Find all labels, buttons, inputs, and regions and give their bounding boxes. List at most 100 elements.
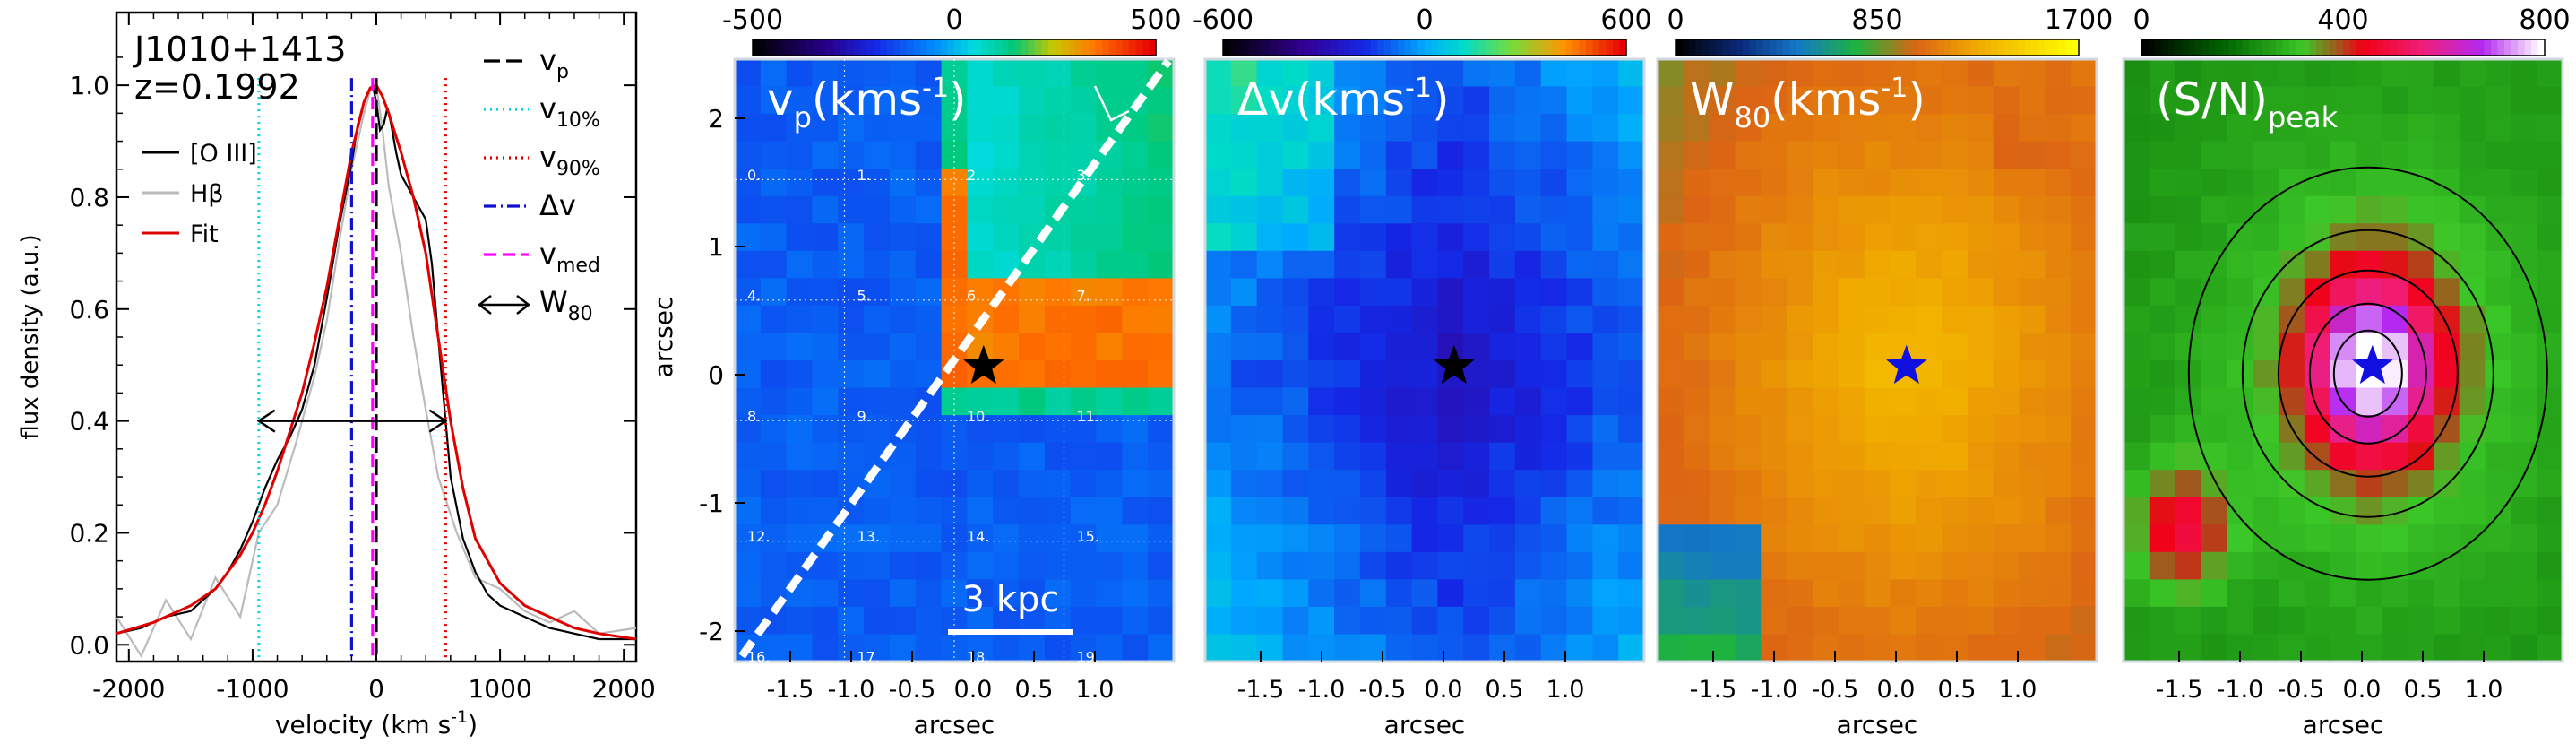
map-pixel (2278, 250, 2305, 279)
map-pixel (2537, 278, 2563, 307)
map-pixel (1308, 579, 1335, 608)
map-pixel (2511, 223, 2537, 252)
map-pixel (1890, 524, 1917, 553)
grid-number: 15. (1077, 528, 1099, 545)
map-pixel (1658, 59, 1684, 88)
map-pixel (838, 223, 865, 252)
map-pixel (1709, 470, 1736, 498)
y-tick-label: 0.8 (69, 183, 109, 212)
map-pixel (2330, 606, 2356, 635)
map-pixel (760, 333, 788, 361)
map-pixel (2124, 387, 2150, 416)
map-pixel (2459, 470, 2486, 498)
map-pixel (2356, 250, 2382, 279)
map-pixel (1812, 470, 1839, 498)
map-pixel (2045, 223, 2072, 252)
map-pixel (1514, 606, 1542, 635)
map-pixel (1658, 634, 1684, 662)
map-pixel (993, 470, 1020, 498)
map-pixel (2071, 278, 2098, 307)
map-pixel (1618, 387, 1645, 416)
map-pixel (2227, 360, 2253, 389)
map-pixel (735, 415, 762, 444)
map-pixel (915, 551, 943, 580)
colorbar-segment (1498, 39, 1506, 56)
map-pixel (760, 470, 788, 498)
map-pixel (1942, 250, 1969, 279)
colorbar-segment (1377, 39, 1385, 56)
map-pixel (1385, 634, 1413, 662)
map-pixel (1592, 86, 1619, 115)
map-pixel (2019, 86, 2046, 115)
map-pixel (1812, 333, 1839, 361)
map-pixel (1709, 524, 1736, 553)
map-pixel (1019, 551, 1046, 580)
map-pixel (2356, 86, 2382, 115)
map-pixel (1463, 195, 1490, 224)
map-pixel (2304, 470, 2331, 498)
x-axis-label: arcsec (1837, 710, 1918, 740)
map-pixel (1658, 223, 1684, 252)
map-pixel (1761, 497, 1788, 525)
map-pixel (2149, 415, 2176, 444)
colorbar-segment (1425, 39, 1433, 56)
map-pixel (1334, 360, 1361, 389)
map-pixel (1787, 333, 1814, 361)
colorbar-segment (2222, 39, 2230, 56)
map-pixel (2511, 442, 2537, 471)
colorbar-segment (874, 39, 882, 56)
colorbar-segment (2168, 39, 2176, 56)
map-pixel (1890, 114, 1917, 143)
map-pixel (1334, 634, 1361, 662)
map-pixel (2537, 524, 2563, 553)
map-pixel (1385, 86, 1413, 115)
map-pixel (1334, 524, 1361, 553)
map-pixel (786, 470, 813, 498)
colorbar-segment (907, 39, 915, 56)
map-pixel (1256, 114, 1283, 143)
colorbar-segment (1837, 39, 1845, 56)
map-pixel (1658, 250, 1684, 279)
map-pixel (1618, 114, 1645, 143)
map-pixel (1683, 634, 1710, 662)
map-pixel (1019, 278, 1046, 307)
map-pixel (1205, 141, 1232, 169)
map-pixel (1148, 86, 1175, 115)
colorbar-segment (1870, 39, 1878, 56)
map-pixel (1864, 333, 1891, 361)
map-pixel (889, 470, 917, 498)
map-pixel (2149, 223, 2176, 252)
x-tick-label: -1.0 (1298, 676, 1346, 704)
map-pixel (2408, 497, 2434, 525)
map-pixel (1942, 634, 1969, 662)
map-pixel (2124, 305, 2150, 333)
map-pixel (2356, 524, 2382, 553)
map-pixel (2149, 278, 2176, 307)
map-pixel (1658, 442, 1684, 471)
map-pixel (1096, 634, 1123, 662)
map-pixel (1967, 195, 1994, 224)
colorbar-segment (1883, 39, 1891, 56)
colorbar-segment (1877, 39, 1885, 56)
colorbar-segment (1417, 39, 1426, 56)
map-pixel (1205, 169, 1232, 197)
map-pixel (1592, 579, 1619, 608)
map-pixel (1205, 360, 1232, 389)
colorbar-segment (826, 39, 834, 56)
map-pixel (1592, 470, 1619, 498)
map-pixel (1864, 415, 1891, 444)
map-pixel (812, 579, 839, 608)
map-pixel (1359, 141, 1387, 169)
map-pixel (1096, 278, 1123, 307)
colorbar-segment (2464, 39, 2472, 56)
colorbar-segment (1998, 39, 2006, 56)
legend-main: v (539, 43, 556, 77)
colorbar-segment (1695, 39, 1703, 56)
map-pixel (2408, 579, 2434, 608)
map-pixel (2304, 415, 2331, 444)
map-pixel (1658, 524, 1684, 553)
map-pixel (1437, 169, 1464, 197)
map-pixel (2175, 333, 2201, 361)
map-pixel (1463, 223, 1490, 252)
map-pixel (786, 497, 813, 525)
